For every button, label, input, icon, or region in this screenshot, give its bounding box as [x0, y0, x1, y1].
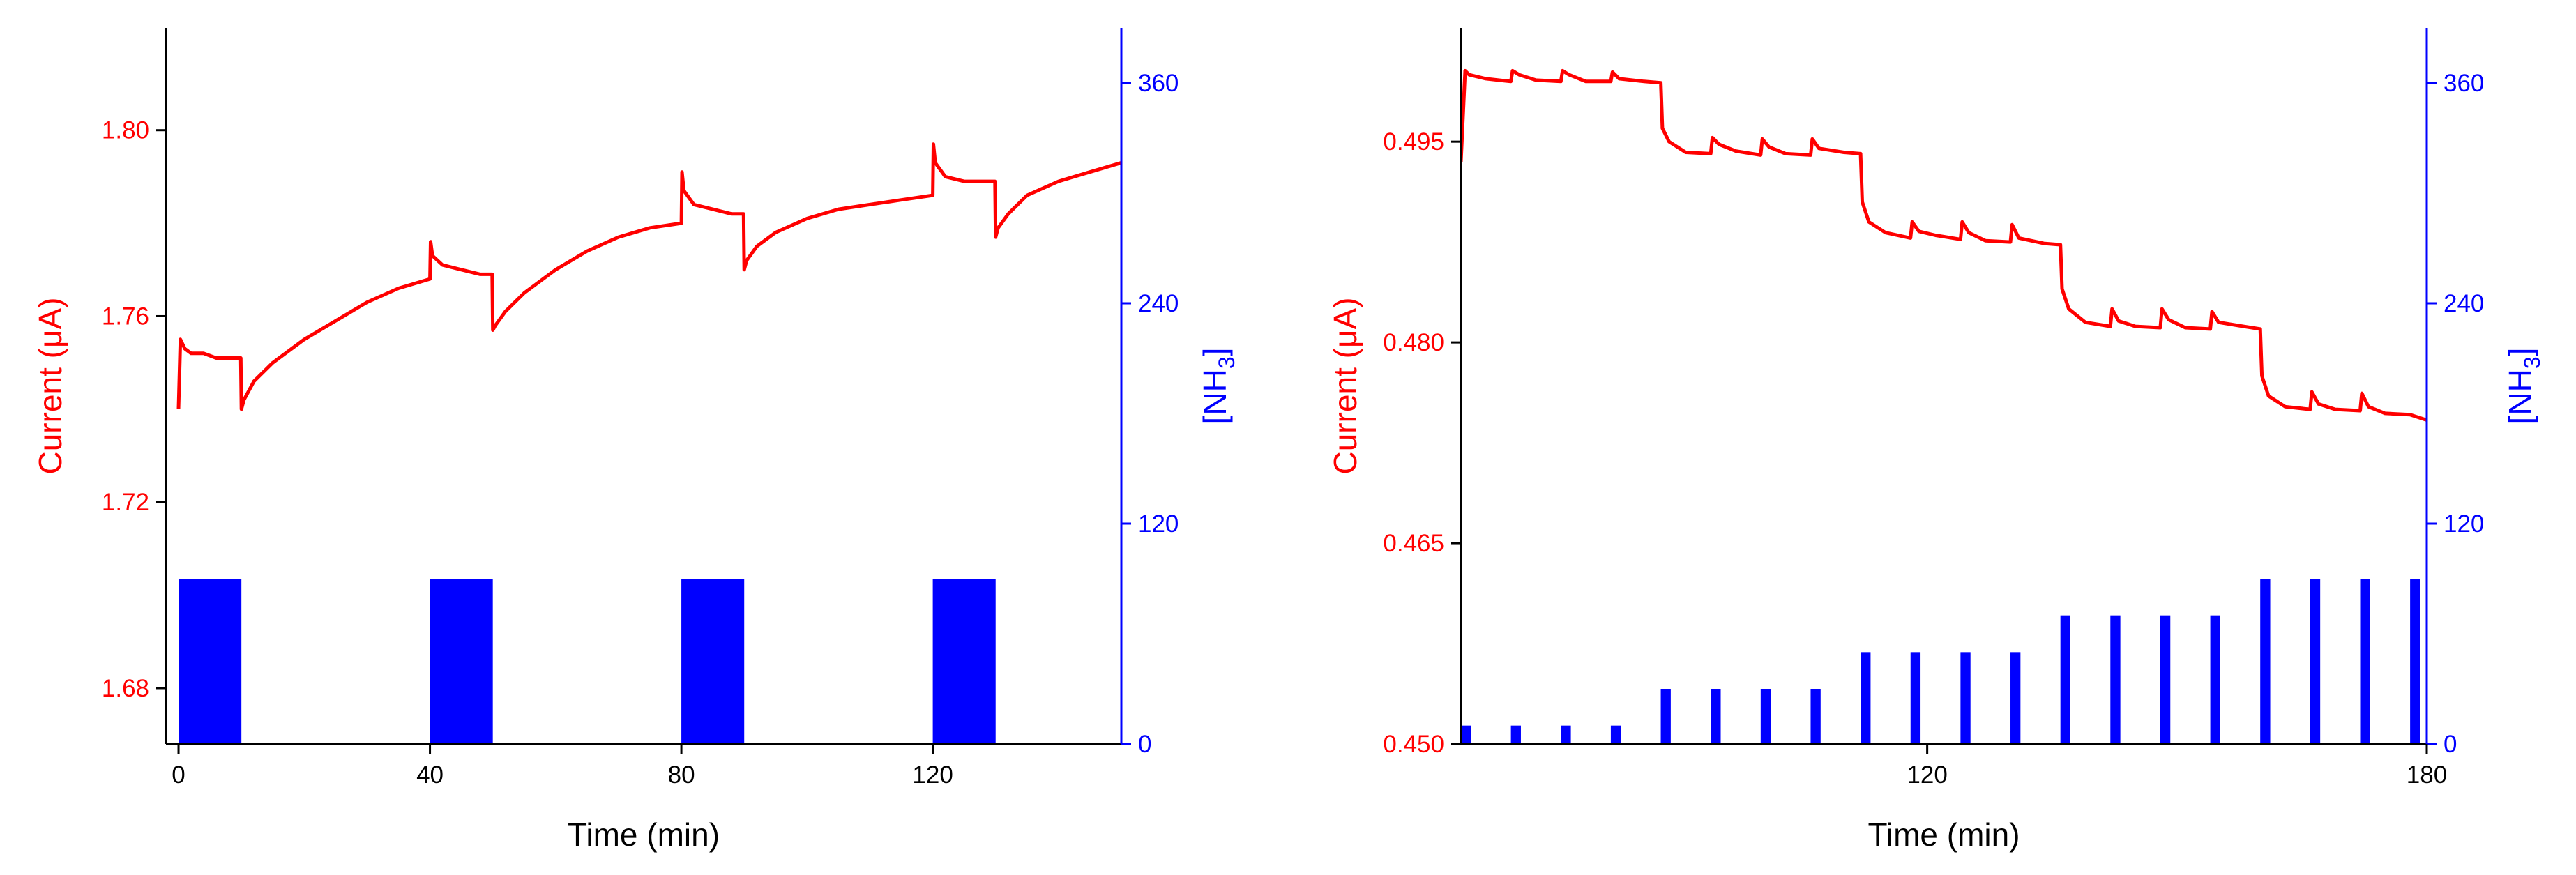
y2-axis-title-subscript: 3 — [1214, 356, 1239, 369]
y-tick-label: 0.495 — [1383, 128, 1444, 155]
x-tick-label: 120 — [1907, 761, 1947, 789]
nh3-pulse-bar — [1561, 725, 1571, 744]
nh3-pulse-bar — [2210, 615, 2220, 744]
nh3-pulse-bar — [1910, 652, 1921, 744]
nh3-pulse-bar — [179, 579, 242, 744]
nh3-pulse-bar — [1610, 725, 1621, 744]
y-tick-label: 1.72 — [102, 489, 149, 516]
y2-tick-label: 0 — [1138, 731, 1151, 758]
y2-axis-title: [NH3] — [1197, 348, 1239, 425]
nh3-pulse-bar — [1660, 689, 1671, 744]
nh3-pulse-bar — [2110, 615, 2121, 744]
nh3-pulse-bar — [932, 579, 996, 744]
x-tick-label: 40 — [416, 761, 444, 789]
nh3-pulse-bar — [1760, 689, 1771, 744]
nh3-pulse-bar — [1810, 689, 1821, 744]
y2-tick-label: 360 — [2444, 70, 2484, 97]
y2-axis-title-end: ] — [1197, 348, 1233, 357]
nh3-pulse-bar — [2410, 579, 2420, 744]
y2-tick-label: 0 — [2444, 731, 2457, 758]
nh3-pulse-bar — [681, 579, 745, 744]
nh3-pulse-bar — [1510, 725, 1521, 744]
y-axis-title: Current (μA) — [32, 298, 68, 475]
chart-panel-2: 0.450 0.465 0.480 0.495 0 120 240 360 120 180 Time… — [1327, 28, 2545, 853]
x-axis-title: Time (min) — [568, 816, 720, 853]
y2-tick-label: 360 — [1138, 70, 1179, 97]
nh3-pulse-bar — [1461, 725, 1471, 744]
y2-axis-title-end: ] — [2502, 348, 2538, 357]
nh3-pulse-bar — [1861, 652, 1871, 744]
y2-tick-label: 120 — [1138, 510, 1179, 538]
y-tick-label: 1.68 — [102, 675, 149, 702]
y2-tick-label: 240 — [1138, 290, 1179, 317]
y-tick-label: 1.80 — [102, 117, 149, 144]
y-axis-title: Current (μA) — [1327, 298, 1363, 475]
y-tick-label: 1.76 — [102, 303, 149, 330]
x-axis-title: Time (min) — [1867, 816, 2020, 853]
nh3-pulse-bar — [2260, 579, 2271, 744]
y-tick-label: 0.480 — [1383, 329, 1444, 356]
x-tick-label: 180 — [2407, 761, 2447, 789]
nh3-pulse-bar — [2060, 615, 2070, 744]
nh3-pulse-bar — [2160, 615, 2171, 744]
x-tick-label: 120 — [912, 761, 953, 789]
y2-tick-label: 120 — [2444, 510, 2484, 538]
nh3-pulse-bar — [430, 579, 493, 744]
y2-axis-title: [NH3] — [2502, 348, 2545, 425]
nh3-pulse-bar — [2010, 652, 2021, 744]
y2-tick-label: 240 — [2444, 290, 2484, 317]
chart-panel-1: 1.68 1.72 1.76 1.80 0 120 240 360 0 40 80 120 Time (… — [32, 28, 1239, 853]
x-tick-label: 80 — [668, 761, 695, 789]
current-trace-line — [1461, 68, 2427, 422]
nh3-pulse-bar — [1711, 689, 1721, 744]
y2-axis-title-main: [NH — [1197, 369, 1233, 424]
current-trace-line — [176, 142, 1121, 411]
nh3-pulse-bar — [2310, 579, 2321, 744]
y2-axis-title-main: [NH — [2502, 369, 2538, 424]
y-tick-label: 0.450 — [1383, 731, 1444, 758]
nh3-pulse-bar — [2360, 579, 2370, 744]
y2-axis-title-subscript: 3 — [2520, 356, 2545, 369]
nh3-pulse-bar — [1960, 652, 1971, 744]
y-tick-label: 0.465 — [1383, 530, 1444, 557]
x-tick-label: 0 — [172, 761, 185, 789]
